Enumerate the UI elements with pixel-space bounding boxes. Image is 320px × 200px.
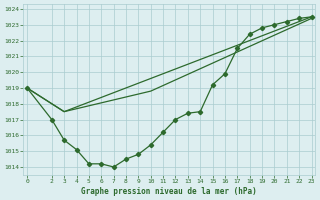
X-axis label: Graphe pression niveau de la mer (hPa): Graphe pression niveau de la mer (hPa) (81, 187, 257, 196)
